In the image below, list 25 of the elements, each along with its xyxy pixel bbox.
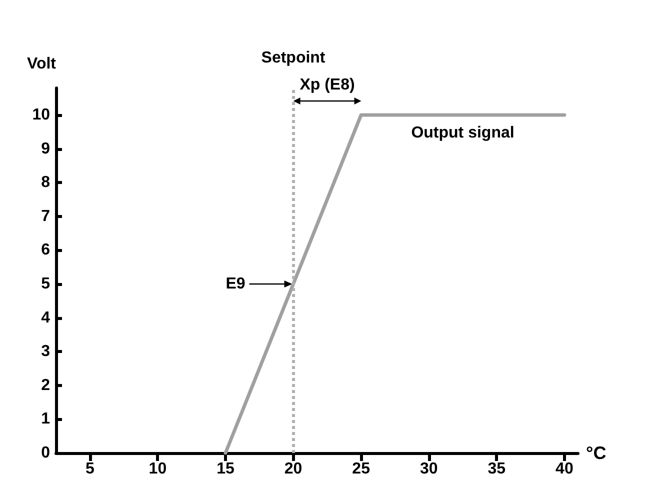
annotation: E9	[226, 276, 246, 293]
x-tick-label: 25	[352, 460, 370, 478]
y-tick-label: 5	[41, 276, 50, 293]
annotation: Xp (E8)	[300, 76, 355, 94]
y-tick-label: 4	[41, 309, 50, 326]
x-tick-label: 40	[556, 460, 574, 478]
y-tick-label: 1	[41, 410, 50, 428]
y-tick-label: 8	[41, 174, 50, 192]
y-tick-label: 10	[32, 106, 50, 124]
x-tick-label: 15	[216, 460, 234, 478]
x-tick-label: 30	[420, 460, 438, 478]
y-tick-label: 7	[41, 208, 50, 225]
x-tick-label: 5	[85, 460, 94, 478]
y-tick-label: 3	[41, 343, 50, 360]
series-label: Output signal	[411, 124, 514, 142]
x-tick-label: 35	[488, 460, 506, 478]
y-tick-label: 2	[41, 376, 50, 394]
x-tick-label: 10	[148, 460, 167, 478]
x-tick-label: 20	[284, 460, 302, 478]
ref-line-label: Setpoint	[261, 50, 326, 66]
y-axis-title: Volt	[26, 56, 57, 72]
y-tick-label: 6	[41, 242, 50, 259]
y-tick-label: 0	[41, 444, 50, 462]
x-axis-title: °C	[586, 443, 606, 463]
y-tick-label: 9	[41, 140, 50, 158]
